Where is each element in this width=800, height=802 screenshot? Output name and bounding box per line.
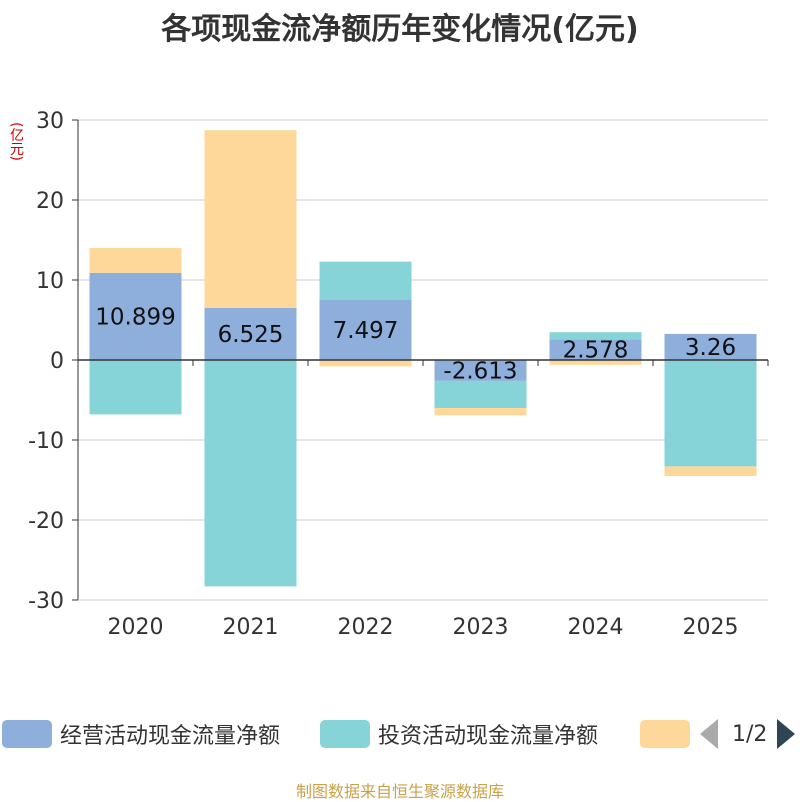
x-tick-label: 2022 (338, 615, 394, 640)
bar-series1-2022 (319, 261, 412, 301)
stacked-bar-chart: 30 20 10 0 -10 -20 -30 2020 2021 2022 2023 2024 2025… (28, 109, 769, 640)
bar-series2-2023 (434, 408, 527, 416)
bar-series2-2020 (89, 248, 182, 273)
bar-series1-2024 (549, 332, 642, 340)
y-tick-label: -30 (28, 589, 64, 614)
legend-swatch-investing (320, 720, 370, 748)
y-tick-label: -20 (28, 509, 64, 534)
y-tick-label: 10 (36, 269, 64, 294)
legend-item-operating[interactable]: 经营活动现金流量净额 (2, 716, 280, 752)
bar-series1-2023 (434, 380, 527, 409)
bar-series0-2024 (549, 339, 642, 360)
bar-series1-2021 (204, 360, 297, 587)
chart-title: 各项现金流净额历年变化情况(亿元) (161, 12, 639, 47)
bar-series1-2025 (664, 360, 757, 467)
bar-series2-2024 (549, 360, 642, 365)
legend-swatch-operating (2, 720, 52, 748)
legend-label-investing: 投资活动现金流量净额 (378, 724, 599, 749)
legend-item-investing[interactable]: 投资活动现金流量净额 (320, 716, 598, 752)
bar-series0-2020 (89, 272, 182, 360)
legend-pager: 1/2 (700, 716, 796, 752)
legend: 经营活动现金流量净额 投资活动现金流量净额 1/2 (0, 716, 800, 752)
bar-series0-2025 (664, 333, 757, 360)
data-source-footer: 制图数据来自恒生聚源数据库 (295, 782, 504, 801)
x-tick-label: 2025 (683, 615, 739, 640)
data-label: 7.497 (333, 318, 399, 344)
bar-series0-2023 (434, 360, 527, 381)
x-tick-label: 2024 (568, 615, 624, 640)
bar-series1-2020 (89, 360, 182, 415)
bar-series0-2021 (204, 307, 297, 360)
legend-next-page-icon[interactable] (777, 719, 796, 749)
data-label: 2.578 (563, 338, 629, 364)
data-label: 6.525 (218, 322, 284, 348)
y-tick-label: 20 (36, 189, 64, 214)
x-tick-label: 2023 (453, 615, 509, 640)
legend-page-indicator: 1/2 (732, 721, 768, 747)
legend-prev-page-icon[interactable] (700, 719, 718, 749)
y-axis-unit-label: (亿元) (8, 122, 24, 161)
data-label: 10.899 (95, 304, 175, 330)
legend-item-financing[interactable] (640, 716, 698, 752)
data-label: -2.613 (443, 358, 517, 384)
bar-series2-2021 (204, 130, 297, 308)
y-tick-label: -10 (28, 429, 64, 454)
y-tick-label: 0 (50, 349, 64, 374)
legend-label-operating: 经营活动现金流量净额 (60, 724, 281, 749)
x-tick-label: 2020 (108, 615, 164, 640)
x-tick-label: 2021 (223, 615, 279, 640)
data-label: 3.26 (685, 335, 736, 361)
legend-swatch-financing (640, 720, 690, 748)
y-tick-label: 30 (36, 109, 64, 134)
bar-series2-2025 (664, 466, 757, 476)
bar-series2-2022 (319, 360, 412, 367)
bar-series0-2022 (319, 300, 412, 360)
